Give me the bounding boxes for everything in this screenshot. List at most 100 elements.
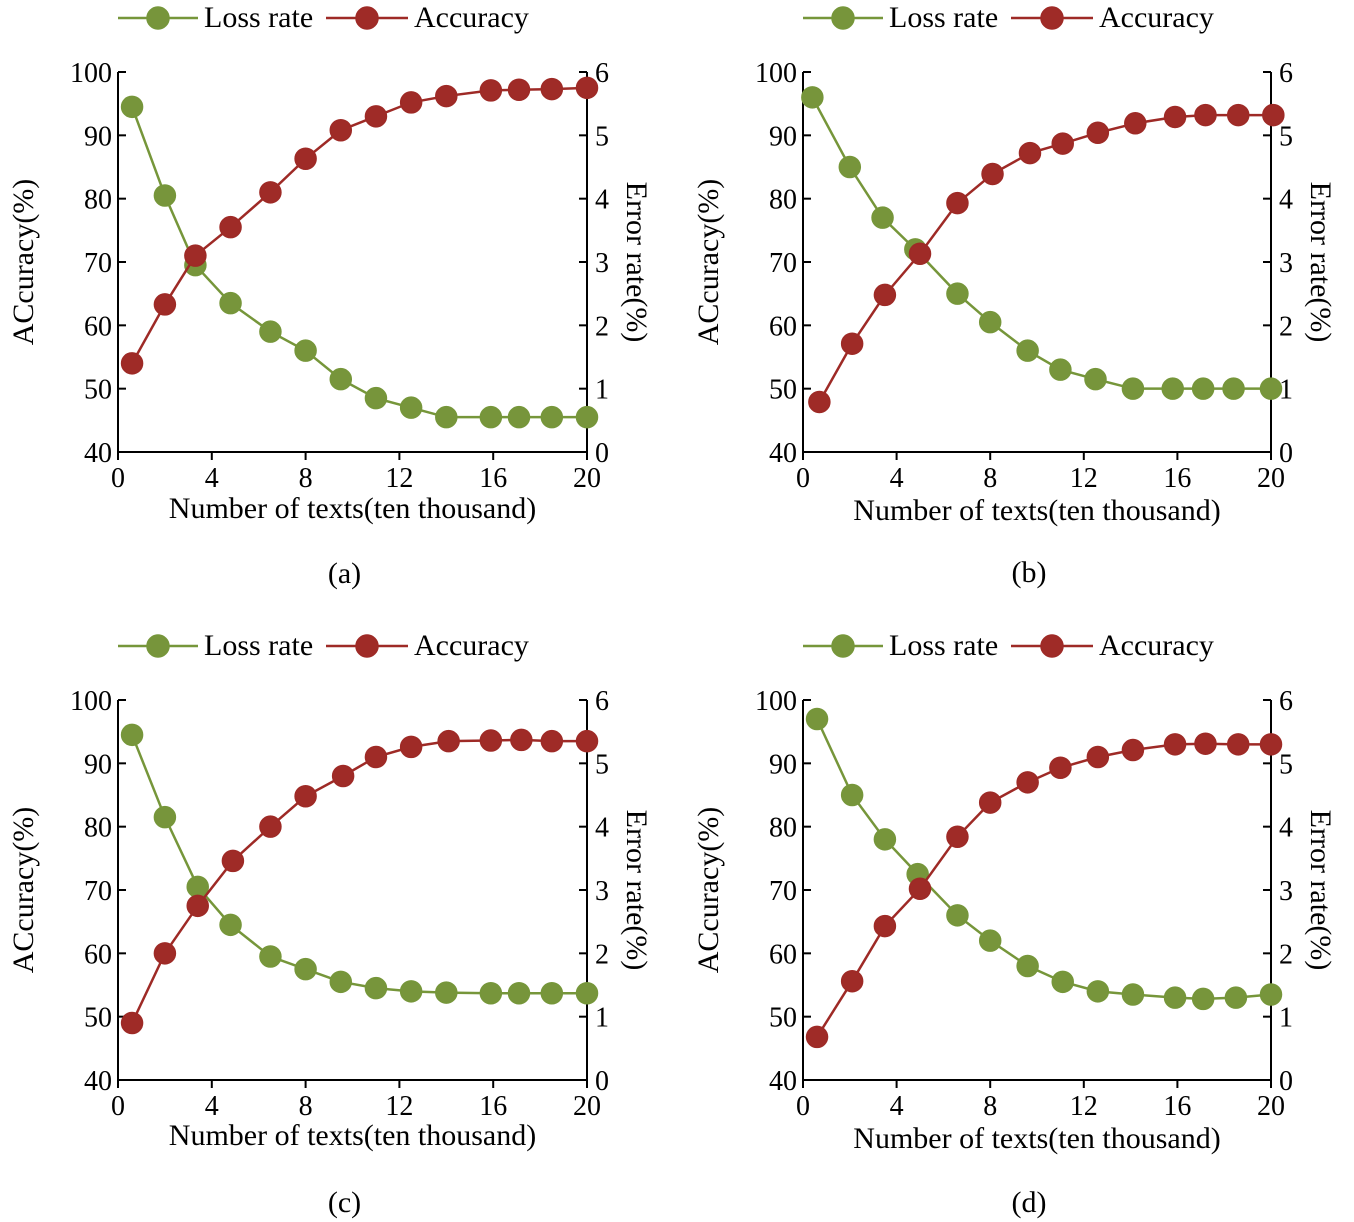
x-tick-label: 8 [299, 1091, 313, 1122]
legend-marker-accuracy [355, 634, 379, 658]
legend-label-accuracy: Accuracy [414, 629, 529, 662]
data-point-loss [219, 913, 242, 937]
data-point-loss [186, 875, 209, 899]
x-tick-label: 20 [573, 463, 601, 494]
data-point-accuracy [873, 283, 897, 307]
data-point-loss [294, 957, 317, 981]
data-point-accuracy [437, 729, 460, 753]
right-tick-label: 4 [595, 813, 609, 844]
data-point-accuracy [120, 1011, 144, 1035]
left-tick-label: 90 [769, 749, 797, 780]
right-tick-label: 0 [1279, 438, 1293, 469]
left-tick-label: 70 [769, 876, 797, 907]
left-tick-label: 50 [84, 1003, 112, 1034]
x-tick-label: 4 [890, 1091, 904, 1122]
data-point-loss [946, 904, 969, 927]
x-tick-label: 12 [385, 1091, 413, 1122]
x-tick-label: 12 [1070, 463, 1098, 494]
data-point-loss [1191, 377, 1215, 400]
data-point-loss [1191, 987, 1215, 1011]
legend-label-loss: Loss rate [204, 629, 313, 662]
data-point-loss [1259, 983, 1283, 1006]
right-tick-label: 1 [595, 1003, 609, 1034]
panel-caption: (a) [328, 557, 361, 590]
data-point-accuracy [364, 745, 388, 769]
x-tick-label: 8 [983, 1091, 997, 1122]
right-tick-label: 5 [1279, 121, 1293, 152]
right-tick-label: 5 [1279, 749, 1293, 780]
data-point-loss [479, 981, 503, 1005]
data-point-accuracy [840, 969, 864, 993]
legend: Loss rate Accuracy [803, 1, 1214, 34]
left-tick-label: 70 [769, 248, 797, 279]
right-tick-label: 5 [595, 749, 609, 780]
left-tick-label: 90 [769, 121, 797, 152]
data-point-loss [946, 282, 969, 305]
data-point-accuracy [1086, 121, 1110, 145]
x-tick-label: 8 [299, 463, 313, 494]
data-point-accuracy [1018, 141, 1042, 165]
data-point-loss [219, 291, 242, 315]
data-point-accuracy [507, 78, 531, 101]
data-point-accuracy [329, 119, 353, 142]
data-point-accuracy [221, 849, 245, 873]
left-tick-label: 100 [755, 686, 797, 717]
data-point-accuracy [331, 764, 355, 788]
data-point-accuracy [575, 729, 599, 753]
left-tick-label: 40 [84, 1066, 112, 1097]
data-point-loss [364, 386, 388, 410]
x-axis-label: Number of texts(ten thousand) [853, 1122, 1220, 1155]
right-tick-label: 6 [595, 58, 609, 89]
left-tick-label: 50 [769, 375, 797, 406]
x-axis-label: Number of texts(ten thousand) [853, 494, 1220, 527]
data-point-accuracy [1226, 103, 1250, 127]
data-point-loss [364, 976, 388, 1000]
legend-label-loss: Loss rate [204, 1, 313, 34]
data-point-accuracy [153, 293, 177, 316]
data-point-accuracy [873, 914, 897, 938]
data-point-accuracy [808, 390, 831, 414]
right-tick-label: 5 [595, 121, 609, 152]
y-axis-label-right: Error rate(%) [1304, 182, 1337, 343]
data-point-accuracy [184, 244, 207, 267]
x-tick-label: 0 [796, 1091, 810, 1122]
data-point-loss [1084, 367, 1107, 391]
x-tick-label: 0 [111, 463, 125, 494]
data-point-accuracy [259, 181, 282, 204]
right-tick-label: 1 [595, 375, 609, 406]
left-tick-label: 100 [755, 58, 797, 89]
x-tick-label: 0 [111, 1091, 125, 1122]
right-tick-label: 3 [1279, 248, 1293, 279]
x-tick-label: 20 [573, 1091, 601, 1122]
x-tick-label: 4 [205, 1091, 219, 1122]
panel-caption: (b) [1012, 556, 1047, 589]
data-point-loss [1121, 377, 1145, 400]
data-point-loss [153, 805, 177, 829]
data-point-accuracy [479, 79, 503, 102]
x-axis-label: Number of texts(ten thousand) [169, 492, 536, 525]
data-point-loss [871, 206, 894, 229]
data-point-accuracy [1163, 733, 1187, 756]
legend-marker-accuracy [1040, 6, 1064, 30]
legend-label-accuracy: Accuracy [414, 1, 529, 34]
data-point-accuracy [981, 162, 1004, 186]
y-axis-label-right: Error rate(%) [1304, 810, 1337, 971]
data-point-loss [1049, 358, 1072, 381]
right-tick-label: 2 [595, 939, 609, 970]
data-point-loss [575, 981, 599, 1005]
legend-marker-accuracy [355, 6, 379, 30]
data-point-loss [873, 828, 897, 851]
right-tick-label: 3 [595, 248, 609, 279]
x-tick-label: 4 [890, 463, 904, 494]
data-point-accuracy [399, 91, 423, 114]
data-point-accuracy [946, 825, 969, 849]
data-point-loss [259, 320, 282, 343]
data-point-accuracy [1124, 112, 1147, 135]
data-point-accuracy [540, 729, 564, 753]
data-point-loss [1121, 983, 1145, 1006]
data-point-accuracy [186, 894, 209, 918]
data-point-loss [294, 339, 317, 362]
x-tick-label: 20 [1257, 1091, 1285, 1122]
